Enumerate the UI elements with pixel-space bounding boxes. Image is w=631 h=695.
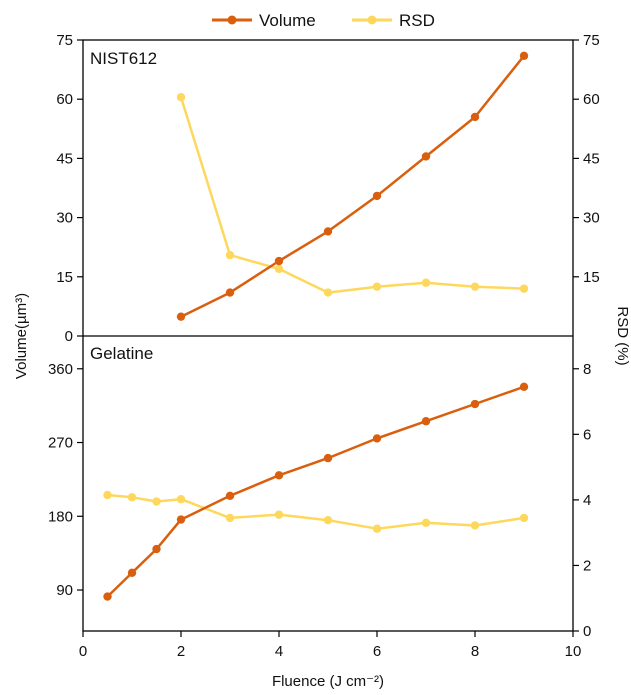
right-y-tick-label: 15: [583, 269, 600, 286]
volume-data-point: [225, 288, 235, 297]
rsd-data-point: [323, 288, 333, 297]
right-y-tick-label: 0: [583, 623, 591, 640]
volume-series-line: [106, 385, 525, 598]
volume-data-point: [103, 592, 112, 601]
volume-data-point: [421, 417, 431, 426]
right-y-tick-label: 4: [583, 492, 591, 509]
volume-data-point: [372, 434, 382, 443]
rsd-data-point: [176, 93, 186, 102]
volume-data-point: [274, 256, 284, 266]
rsd-data-point: [103, 490, 112, 500]
volume-data-point: [372, 191, 382, 201]
volume-data-point: [323, 453, 333, 463]
left-y-tick-label: 360: [48, 361, 73, 378]
legend-item-volume: Volume: [212, 11, 316, 30]
right-y-tick-label: 2: [583, 557, 591, 574]
rsd-data-point: [176, 495, 186, 504]
x-tick-label: 0: [79, 643, 87, 660]
rsd-series-line: [179, 96, 525, 294]
volume-data-point: [176, 515, 186, 524]
rsd-data-point: [127, 493, 137, 502]
left-y-tick-label: 60: [56, 91, 73, 108]
volume-data-point: [274, 471, 284, 480]
legend-volume-marker: [227, 15, 237, 25]
volume-data-point: [176, 312, 186, 321]
volume-data-point: [127, 568, 137, 578]
rsd-data-point: [225, 250, 235, 260]
rsd-data-point: [421, 278, 431, 287]
x-axis-title: Fluence (J cm⁻²): [272, 673, 384, 690]
rsd-series-line: [107, 493, 525, 530]
right-y-tick-label: 45: [583, 150, 600, 167]
legend-rsd-marker: [367, 15, 377, 25]
left-y-axis-title: Volume(µm³): [13, 293, 30, 379]
left-y-tick-label: 90: [56, 582, 73, 599]
right-y-tick-label: 6: [583, 426, 591, 443]
legend-rsd-label: RSD: [399, 11, 435, 30]
right-y-tick-label: 60: [583, 91, 600, 108]
left-y-tick-label: 75: [56, 32, 73, 49]
x-tick-label: 10: [565, 643, 582, 660]
right-y-tick-label: 75: [583, 32, 600, 49]
rsd-data-point: [519, 284, 529, 293]
panel-label-gelatine: Gelatine: [90, 344, 153, 363]
axis-ticks: 0 2 4 6 8 10015304560751530456075901802703600…: [48, 32, 600, 660]
rsd-data-point: [470, 282, 480, 291]
rsd-data-point: [274, 264, 284, 274]
volume-series-line: [180, 55, 525, 318]
rsd-data-point: [421, 518, 431, 528]
rsd-data-point: [470, 521, 480, 530]
rsd-data-point: [372, 524, 382, 533]
rsd-data-point: [372, 282, 382, 291]
legend-item-rsd: RSD: [352, 11, 435, 30]
rsd-data-point: [323, 516, 333, 525]
left-y-tick-label: 30: [56, 210, 73, 227]
rsd-data-point: [225, 513, 235, 523]
volume-data-point: [152, 544, 161, 554]
panel-label-nist612: NIST612: [90, 49, 157, 68]
x-tick-label: 8: [471, 643, 479, 660]
left-y-tick-label: 0: [65, 328, 73, 345]
right-y-axis-title: RSD (%): [614, 306, 631, 365]
volume-data-point: [225, 491, 235, 500]
right-y-tick-label: 30: [583, 210, 600, 227]
left-y-tick-label: 45: [56, 150, 73, 167]
x-tick-label: 6: [373, 643, 381, 660]
rsd-data-point: [519, 513, 529, 523]
legend-volume-label: Volume: [259, 11, 316, 30]
volume-data-point: [519, 382, 529, 392]
volume-data-point: [323, 227, 333, 236]
rsd-data-point: [152, 497, 161, 506]
x-tick-label: 4: [275, 643, 283, 660]
legend: Volume RSD: [212, 11, 435, 30]
volume-data-point: [470, 399, 480, 409]
volume-data-point: [470, 112, 480, 122]
left-y-tick-label: 15: [56, 269, 73, 286]
x-tick-label: 2: [177, 643, 185, 660]
right-y-tick-label: 8: [583, 361, 591, 378]
series-layer: [103, 51, 529, 601]
left-y-tick-label: 270: [48, 435, 73, 452]
volume-data-point: [519, 51, 529, 60]
volume-data-point: [421, 152, 431, 161]
rsd-data-point: [274, 510, 284, 519]
left-y-tick-label: 180: [48, 508, 73, 525]
